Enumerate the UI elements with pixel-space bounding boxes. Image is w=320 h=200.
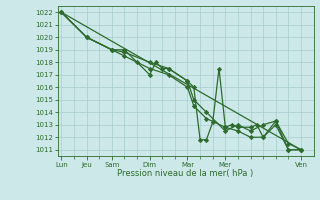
X-axis label: Pression niveau de la mer( hPa ): Pression niveau de la mer( hPa ) — [117, 169, 254, 178]
